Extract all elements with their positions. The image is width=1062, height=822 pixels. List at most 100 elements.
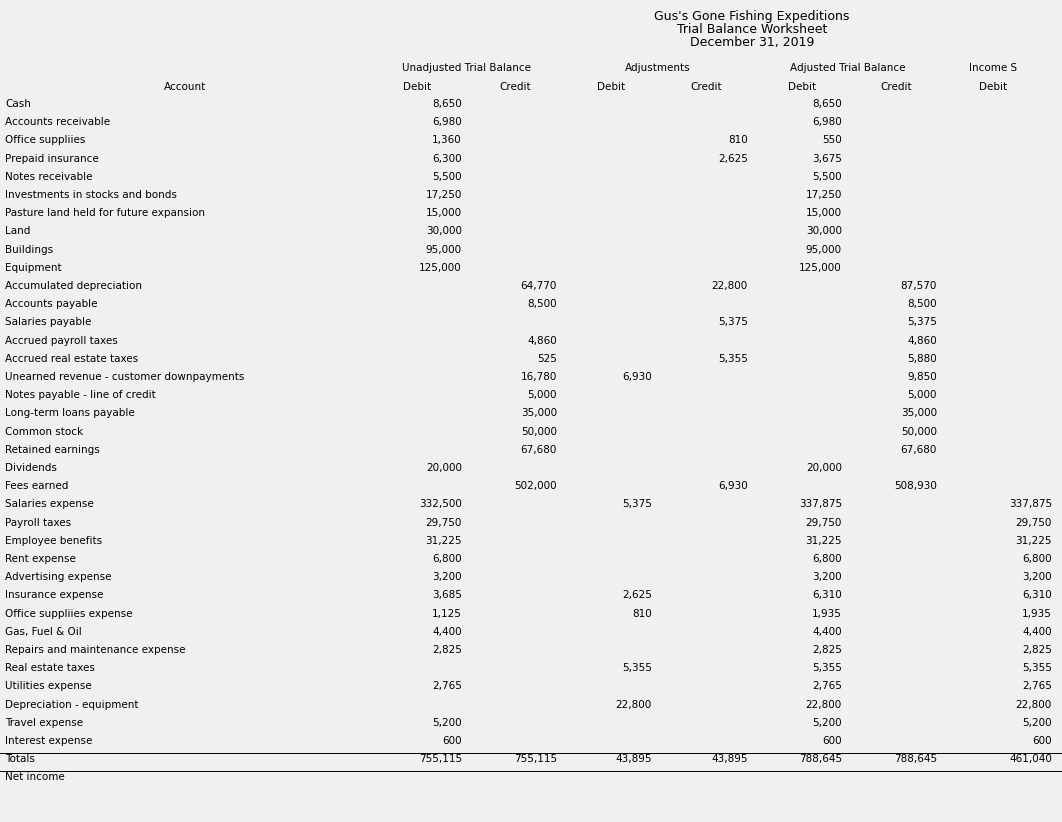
Text: Income S: Income S	[969, 63, 1017, 73]
Text: Debit: Debit	[597, 82, 626, 92]
Text: 508,930: 508,930	[894, 481, 937, 492]
Text: Debit: Debit	[402, 82, 431, 92]
Text: Accrued payroll taxes: Accrued payroll taxes	[5, 335, 118, 345]
Text: 17,250: 17,250	[426, 190, 462, 200]
Text: 4,400: 4,400	[1023, 627, 1052, 637]
Text: 332,500: 332,500	[419, 500, 462, 510]
Text: 5,375: 5,375	[718, 317, 748, 327]
Text: 600: 600	[443, 736, 462, 746]
Text: 788,645: 788,645	[894, 755, 937, 764]
Text: 43,895: 43,895	[712, 755, 748, 764]
Text: 6,800: 6,800	[432, 554, 462, 564]
Text: 67,680: 67,680	[901, 445, 937, 455]
Text: 67,680: 67,680	[520, 445, 556, 455]
Text: 35,000: 35,000	[901, 409, 937, 418]
Text: 4,400: 4,400	[812, 627, 842, 637]
Text: Accumulated depreciation: Accumulated depreciation	[5, 281, 142, 291]
Text: 50,000: 50,000	[901, 427, 937, 436]
Text: Cash: Cash	[5, 99, 31, 109]
Text: Travel expense: Travel expense	[5, 718, 83, 727]
Text: 337,875: 337,875	[799, 500, 842, 510]
Text: 5,000: 5,000	[908, 390, 937, 400]
Text: Equipment: Equipment	[5, 263, 62, 273]
Text: 6,980: 6,980	[432, 118, 462, 127]
Text: 22,800: 22,800	[806, 700, 842, 709]
Text: 8,500: 8,500	[528, 299, 556, 309]
Text: Notes payable - line of credit: Notes payable - line of credit	[5, 390, 156, 400]
Text: 461,040: 461,040	[1009, 755, 1052, 764]
Text: 2,765: 2,765	[432, 681, 462, 691]
Text: 2,625: 2,625	[622, 590, 652, 600]
Text: 525: 525	[537, 353, 556, 364]
Text: 600: 600	[822, 736, 842, 746]
Text: 29,750: 29,750	[1015, 518, 1052, 528]
Text: 4,860: 4,860	[907, 335, 937, 345]
Text: 6,800: 6,800	[1023, 554, 1052, 564]
Text: 16,780: 16,780	[520, 372, 556, 382]
Text: 31,225: 31,225	[1015, 536, 1052, 546]
Text: 22,800: 22,800	[616, 700, 652, 709]
Text: Debit: Debit	[979, 82, 1007, 92]
Text: 5,200: 5,200	[812, 718, 842, 727]
Text: 5,355: 5,355	[812, 663, 842, 673]
Text: 3,685: 3,685	[432, 590, 462, 600]
Text: Gus's Gone Fishing Expeditions: Gus's Gone Fishing Expeditions	[654, 10, 850, 23]
Text: 502,000: 502,000	[514, 481, 556, 492]
Text: 125,000: 125,000	[800, 263, 842, 273]
Text: 22,800: 22,800	[1015, 700, 1052, 709]
Text: Debit: Debit	[788, 82, 816, 92]
Text: 35,000: 35,000	[520, 409, 556, 418]
Text: Salaries payable: Salaries payable	[5, 317, 91, 327]
Text: 6,930: 6,930	[718, 481, 748, 492]
Text: Long-term loans payable: Long-term loans payable	[5, 409, 135, 418]
Text: 3,200: 3,200	[812, 572, 842, 582]
Text: Utilities expense: Utilities expense	[5, 681, 91, 691]
Text: 6,300: 6,300	[432, 154, 462, 164]
Text: Investments in stocks and bonds: Investments in stocks and bonds	[5, 190, 177, 200]
Text: 95,000: 95,000	[806, 245, 842, 255]
Text: 810: 810	[729, 136, 748, 145]
Text: Unadjusted Trial Balance: Unadjusted Trial Balance	[401, 63, 531, 73]
Text: Office suppliies: Office suppliies	[5, 136, 85, 145]
Text: Trial Balance Worksheet: Trial Balance Worksheet	[676, 23, 827, 36]
Text: Real estate taxes: Real estate taxes	[5, 663, 95, 673]
Text: Rent expense: Rent expense	[5, 554, 75, 564]
Text: 550: 550	[822, 136, 842, 145]
Text: 3,200: 3,200	[1023, 572, 1052, 582]
Text: Accrued real estate taxes: Accrued real estate taxes	[5, 353, 138, 364]
Text: 755,115: 755,115	[418, 755, 462, 764]
Text: 5,880: 5,880	[907, 353, 937, 364]
Text: 2,625: 2,625	[718, 154, 748, 164]
Text: Retained earnings: Retained earnings	[5, 445, 100, 455]
Text: 788,645: 788,645	[799, 755, 842, 764]
Text: 9,850: 9,850	[907, 372, 937, 382]
Text: 810: 810	[632, 608, 652, 619]
Text: 8,500: 8,500	[907, 299, 937, 309]
Text: December 31, 2019: December 31, 2019	[690, 36, 815, 49]
Text: Office suppliies expense: Office suppliies expense	[5, 608, 133, 619]
Text: Pasture land held for future expansion: Pasture land held for future expansion	[5, 208, 205, 218]
Text: Employee benefits: Employee benefits	[5, 536, 102, 546]
Text: 43,895: 43,895	[616, 755, 652, 764]
Text: Accounts payable: Accounts payable	[5, 299, 98, 309]
Text: 1,935: 1,935	[1022, 608, 1052, 619]
Text: Account: Account	[164, 82, 206, 92]
Text: Advertising expense: Advertising expense	[5, 572, 112, 582]
Text: 8,650: 8,650	[432, 99, 462, 109]
Text: 2,825: 2,825	[432, 645, 462, 655]
Text: 6,930: 6,930	[622, 372, 652, 382]
Text: 6,800: 6,800	[812, 554, 842, 564]
Text: 64,770: 64,770	[520, 281, 556, 291]
Text: 1,360: 1,360	[432, 136, 462, 145]
Text: Buildings: Buildings	[5, 245, 53, 255]
Text: 20,000: 20,000	[806, 463, 842, 473]
Text: 3,675: 3,675	[812, 154, 842, 164]
Text: 5,355: 5,355	[622, 663, 652, 673]
Text: Interest expense: Interest expense	[5, 736, 92, 746]
Text: 5,355: 5,355	[1022, 663, 1052, 673]
Text: Land: Land	[5, 226, 31, 237]
Text: 2,825: 2,825	[1022, 645, 1052, 655]
Text: Payroll taxes: Payroll taxes	[5, 518, 71, 528]
Text: Adjusted Trial Balance: Adjusted Trial Balance	[790, 63, 906, 73]
Text: 15,000: 15,000	[806, 208, 842, 218]
